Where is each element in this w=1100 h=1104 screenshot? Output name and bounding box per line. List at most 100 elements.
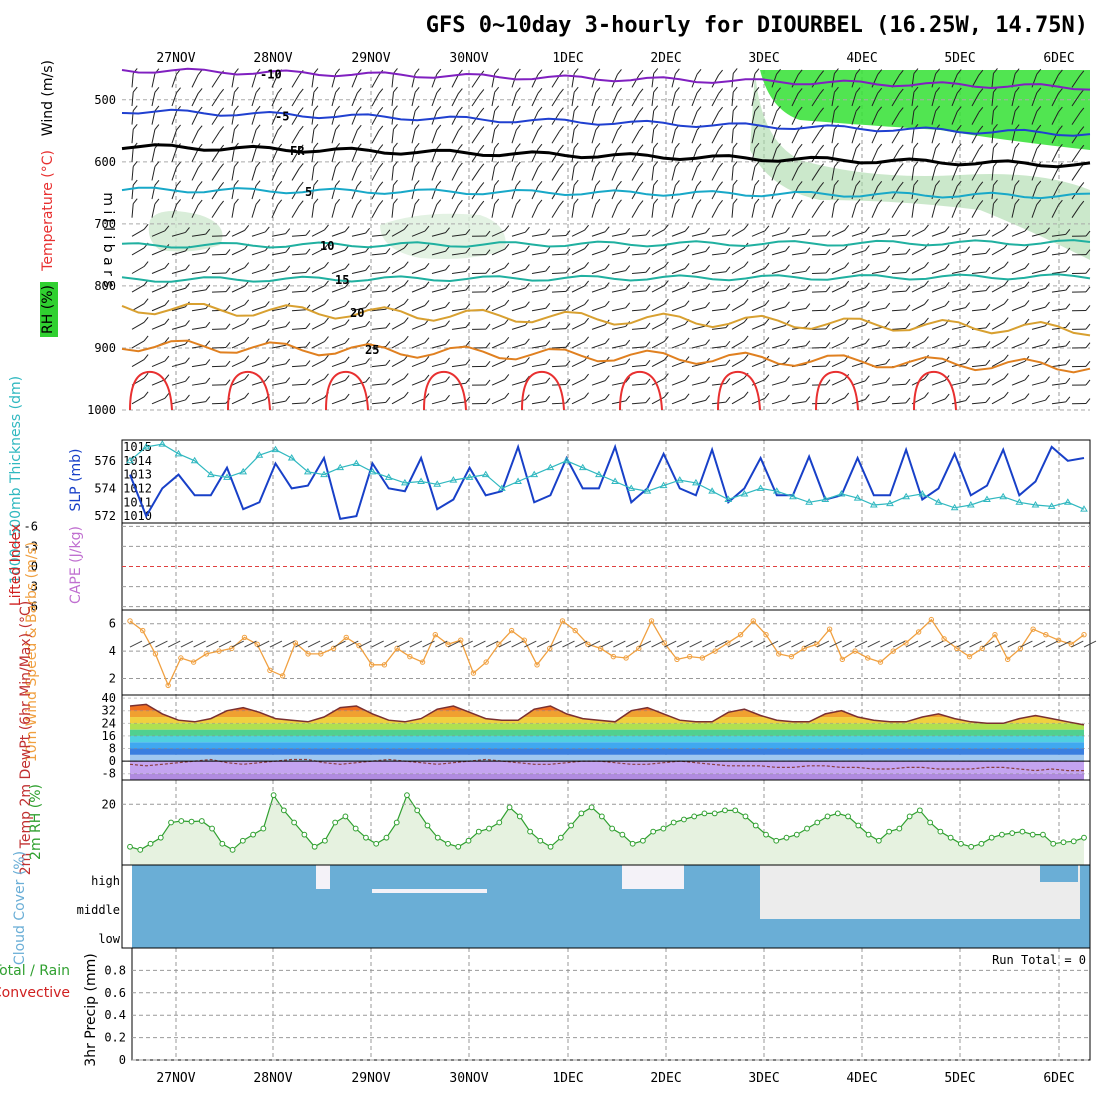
rh-marker xyxy=(251,832,256,837)
rh-marker xyxy=(907,814,912,819)
rh-marker xyxy=(333,820,338,825)
cloud-row-label: high xyxy=(91,874,120,888)
rh-marker xyxy=(425,823,430,828)
lifted-index-axis-label: Lifted Index xyxy=(8,524,24,606)
rh-marker xyxy=(210,826,215,831)
rh-marker xyxy=(1020,829,1025,834)
temp-tick: 0 xyxy=(109,754,116,768)
date-label-top: 5DEC xyxy=(944,51,975,66)
rh-marker xyxy=(753,823,758,828)
isotherm-label: 5 xyxy=(305,185,312,199)
rh-marker xyxy=(1000,832,1005,837)
cloud-row-label: middle xyxy=(77,903,120,917)
cloud-axis-label: Cloud Cover (%) xyxy=(12,851,28,965)
rh-marker xyxy=(476,829,481,834)
precip-legend-total: Total / Rain xyxy=(0,963,70,979)
slp-axis-label: SLP (mb) xyxy=(68,448,84,511)
rh-marker xyxy=(1061,840,1066,845)
rh-marker xyxy=(733,808,738,813)
rh-marker xyxy=(630,841,635,846)
rh-marker xyxy=(671,820,676,825)
temperature-axis-label: Temperature (°C) xyxy=(40,150,56,272)
date-label-top: 27NOV xyxy=(156,51,195,66)
rh-marker xyxy=(856,823,861,828)
date-label-top: 30NOV xyxy=(449,51,488,66)
date-label-top: 3DEC xyxy=(748,51,779,66)
rh-marker xyxy=(271,793,276,798)
rh-marker xyxy=(169,820,174,825)
precip-tick: 0.4 xyxy=(104,1008,126,1022)
rh-marker xyxy=(569,823,574,828)
cloud-row-label: low xyxy=(98,932,120,946)
temp-band xyxy=(122,723,1090,729)
date-label-bottom: 29NOV xyxy=(351,1071,390,1086)
rh-marker xyxy=(979,841,984,846)
cloud-gap xyxy=(622,865,684,889)
rh-marker xyxy=(456,844,461,849)
rh-marker xyxy=(712,811,717,816)
rh-marker xyxy=(487,826,492,831)
rh-marker xyxy=(805,826,810,831)
slp-tick: 1013 xyxy=(123,468,152,482)
rh-marker xyxy=(989,835,994,840)
date-label-bottom: 28NOV xyxy=(253,1071,292,1086)
rh-axis-label: 2m RH (%) xyxy=(28,784,44,860)
temp-tick: -8 xyxy=(102,767,116,781)
precip-tick: 0.6 xyxy=(104,986,126,1000)
rh-marker xyxy=(517,814,522,819)
rh-marker xyxy=(446,841,451,846)
date-label-bottom: 5DEC xyxy=(944,1071,975,1086)
rh-marker xyxy=(610,826,615,831)
rh-marker xyxy=(405,793,410,798)
date-label-bottom: 30NOV xyxy=(449,1071,488,1086)
temp-band xyxy=(122,730,1090,736)
rh-marker xyxy=(497,820,502,825)
temp-tick: 40 xyxy=(102,691,116,705)
rh-marker xyxy=(815,820,820,825)
cloud-block xyxy=(1040,865,1078,882)
date-label-top: 29NOV xyxy=(351,51,390,66)
temp-band xyxy=(122,749,1090,755)
rh-marker xyxy=(394,820,399,825)
temp-tick: 16 xyxy=(102,729,116,743)
thickness-tick: 576 xyxy=(94,454,116,468)
rh-marker xyxy=(292,820,297,825)
date-label-top: 2DEC xyxy=(650,51,681,66)
date-label-bottom: 3DEC xyxy=(748,1071,779,1086)
cloud-gap xyxy=(316,865,330,889)
rh-marker xyxy=(917,808,922,813)
rh-marker xyxy=(548,844,553,849)
cape-axis-label: CAPE (J/kg) xyxy=(68,526,84,604)
isotherm-label: -10 xyxy=(260,67,282,81)
rh-marker xyxy=(928,820,933,825)
rh-marker xyxy=(825,814,830,819)
temp-band xyxy=(122,774,1090,780)
wind-tick: 2 xyxy=(109,672,116,686)
rh-marker xyxy=(661,826,666,831)
temp-tick: 8 xyxy=(109,742,116,756)
pressure-axis-label: m i l l i b a r s xyxy=(100,192,116,287)
rh-marker xyxy=(179,819,184,824)
rh-marker xyxy=(312,844,317,849)
rh-marker xyxy=(415,808,420,813)
temp-tick: 32 xyxy=(102,704,116,718)
thickness-tick: 574 xyxy=(94,481,116,495)
precip-tick: 0.2 xyxy=(104,1031,126,1045)
rh-marker xyxy=(620,832,625,837)
rh-marker xyxy=(1041,832,1046,837)
rh-marker xyxy=(599,814,604,819)
date-label-top: 6DEC xyxy=(1043,51,1074,66)
chart-title: GFS 0~10day 3-hourly for DIOURBEL (16.25… xyxy=(426,13,1088,38)
rh-marker xyxy=(1010,831,1015,836)
temp-band xyxy=(122,736,1090,742)
rh-marker xyxy=(938,829,943,834)
rh-marker xyxy=(774,838,779,843)
rh-axis-label: RH (%) xyxy=(40,285,56,334)
rh-marker xyxy=(835,811,840,816)
pressure-tick: 900 xyxy=(94,341,116,355)
date-label-bottom: 1DEC xyxy=(552,1071,583,1086)
rh-marker xyxy=(507,805,512,810)
rh-marker xyxy=(128,844,133,849)
rh-marker xyxy=(374,841,379,846)
rh-marker xyxy=(466,838,471,843)
